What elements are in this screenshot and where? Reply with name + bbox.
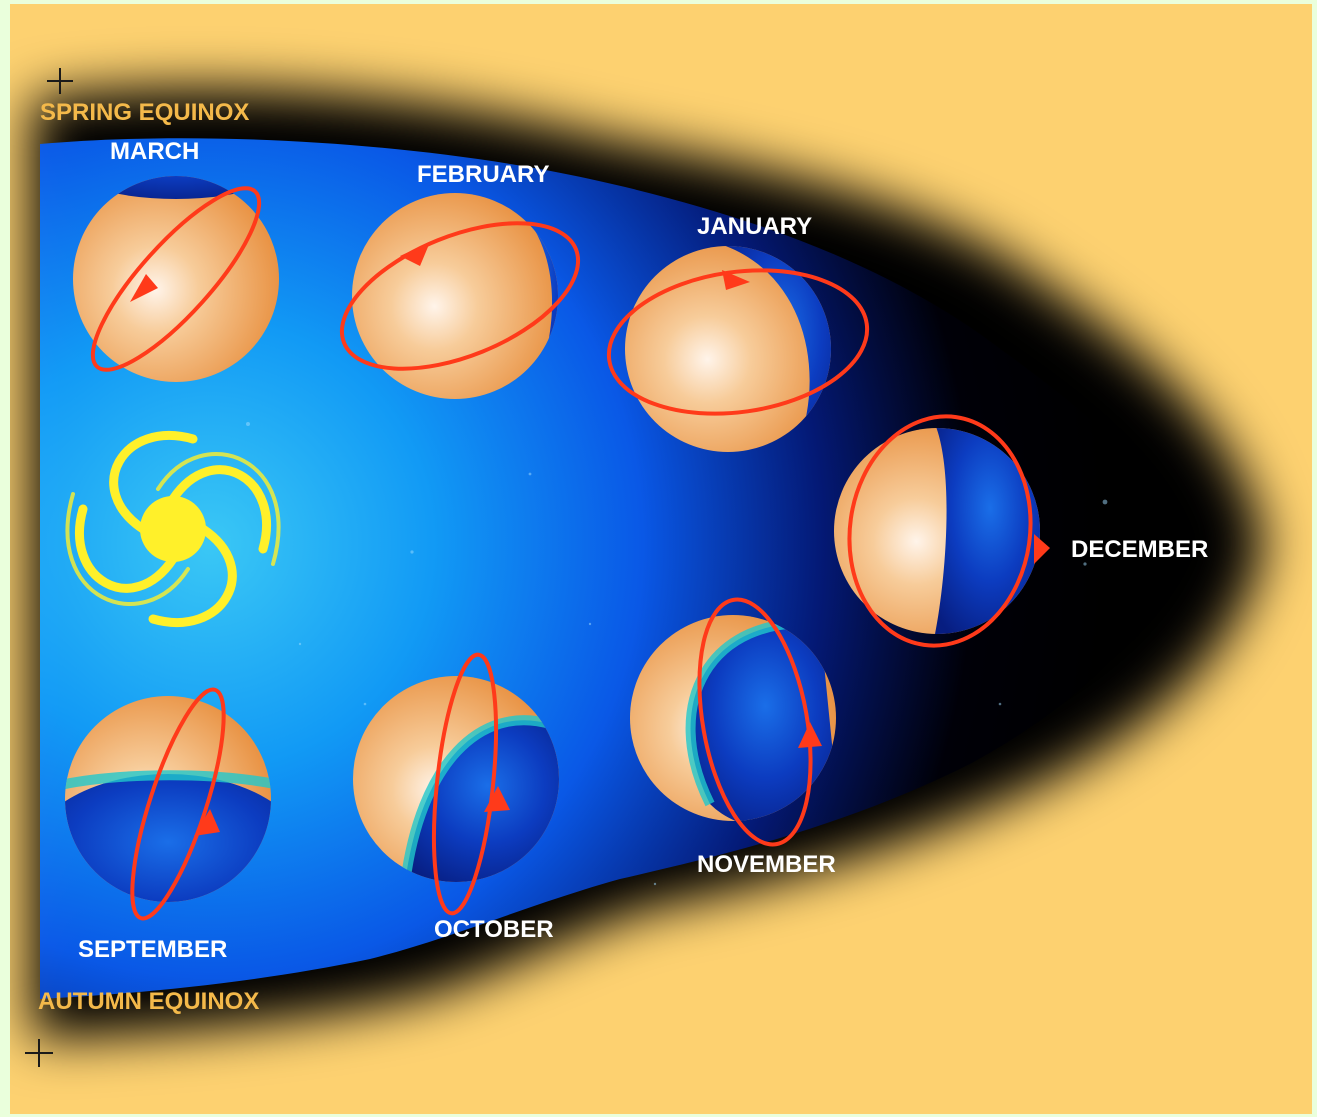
month-label-february: FEBRUARY — [417, 161, 549, 188]
orbit-arrow-october — [432, 652, 498, 916]
autumn-equinox-label: AUTUMN EQUINOX — [38, 988, 259, 1015]
spring-equinox-label: SPRING EQUINOX — [40, 99, 249, 126]
orbit-arrow-december — [847, 414, 1033, 648]
month-label-september: SEPTEMBER — [78, 936, 227, 963]
orbit-arrow-november — [697, 597, 813, 847]
planet-december — [834, 414, 1050, 648]
orbit-arrow-march — [90, 186, 262, 372]
season-diagram: SPRING EQUINOX AUTUMN EQUINOX MARCH FEBR… — [25, 68, 1265, 1067]
orbit-arrow-september — [130, 687, 226, 921]
planet-january — [606, 246, 870, 452]
planet-october — [353, 652, 559, 916]
orbit-arrow-february — [339, 221, 581, 371]
star-specks — [246, 422, 1108, 886]
corner-marks — [25, 68, 73, 1067]
month-label-november: NOVEMBER — [697, 851, 836, 878]
space-background — [32, 88, 1265, 1039]
month-label-january: JANUARY — [697, 213, 812, 240]
month-label-march: MARCH — [110, 138, 199, 165]
orbit-arrow-january — [606, 268, 870, 416]
sun-spiral-icon — [65, 430, 281, 628]
diagram-canvas: SPRING EQUINOX AUTUMN EQUINOX MARCH FEBR… — [10, 4, 1312, 1114]
month-label-december: DECEMBER — [1071, 536, 1208, 563]
planet-november — [630, 597, 836, 847]
month-label-october: OCTOBER — [434, 916, 554, 943]
